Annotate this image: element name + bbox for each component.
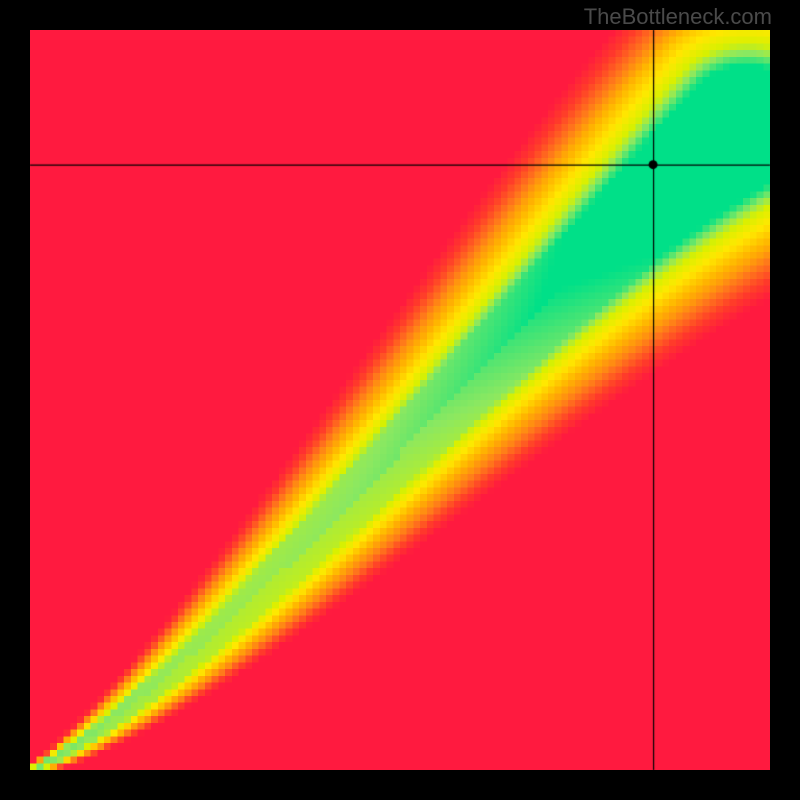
chart-container: TheBottleneck.com <box>0 0 800 800</box>
watermark-text: TheBottleneck.com <box>584 4 772 30</box>
heatmap-plot <box>30 30 770 770</box>
